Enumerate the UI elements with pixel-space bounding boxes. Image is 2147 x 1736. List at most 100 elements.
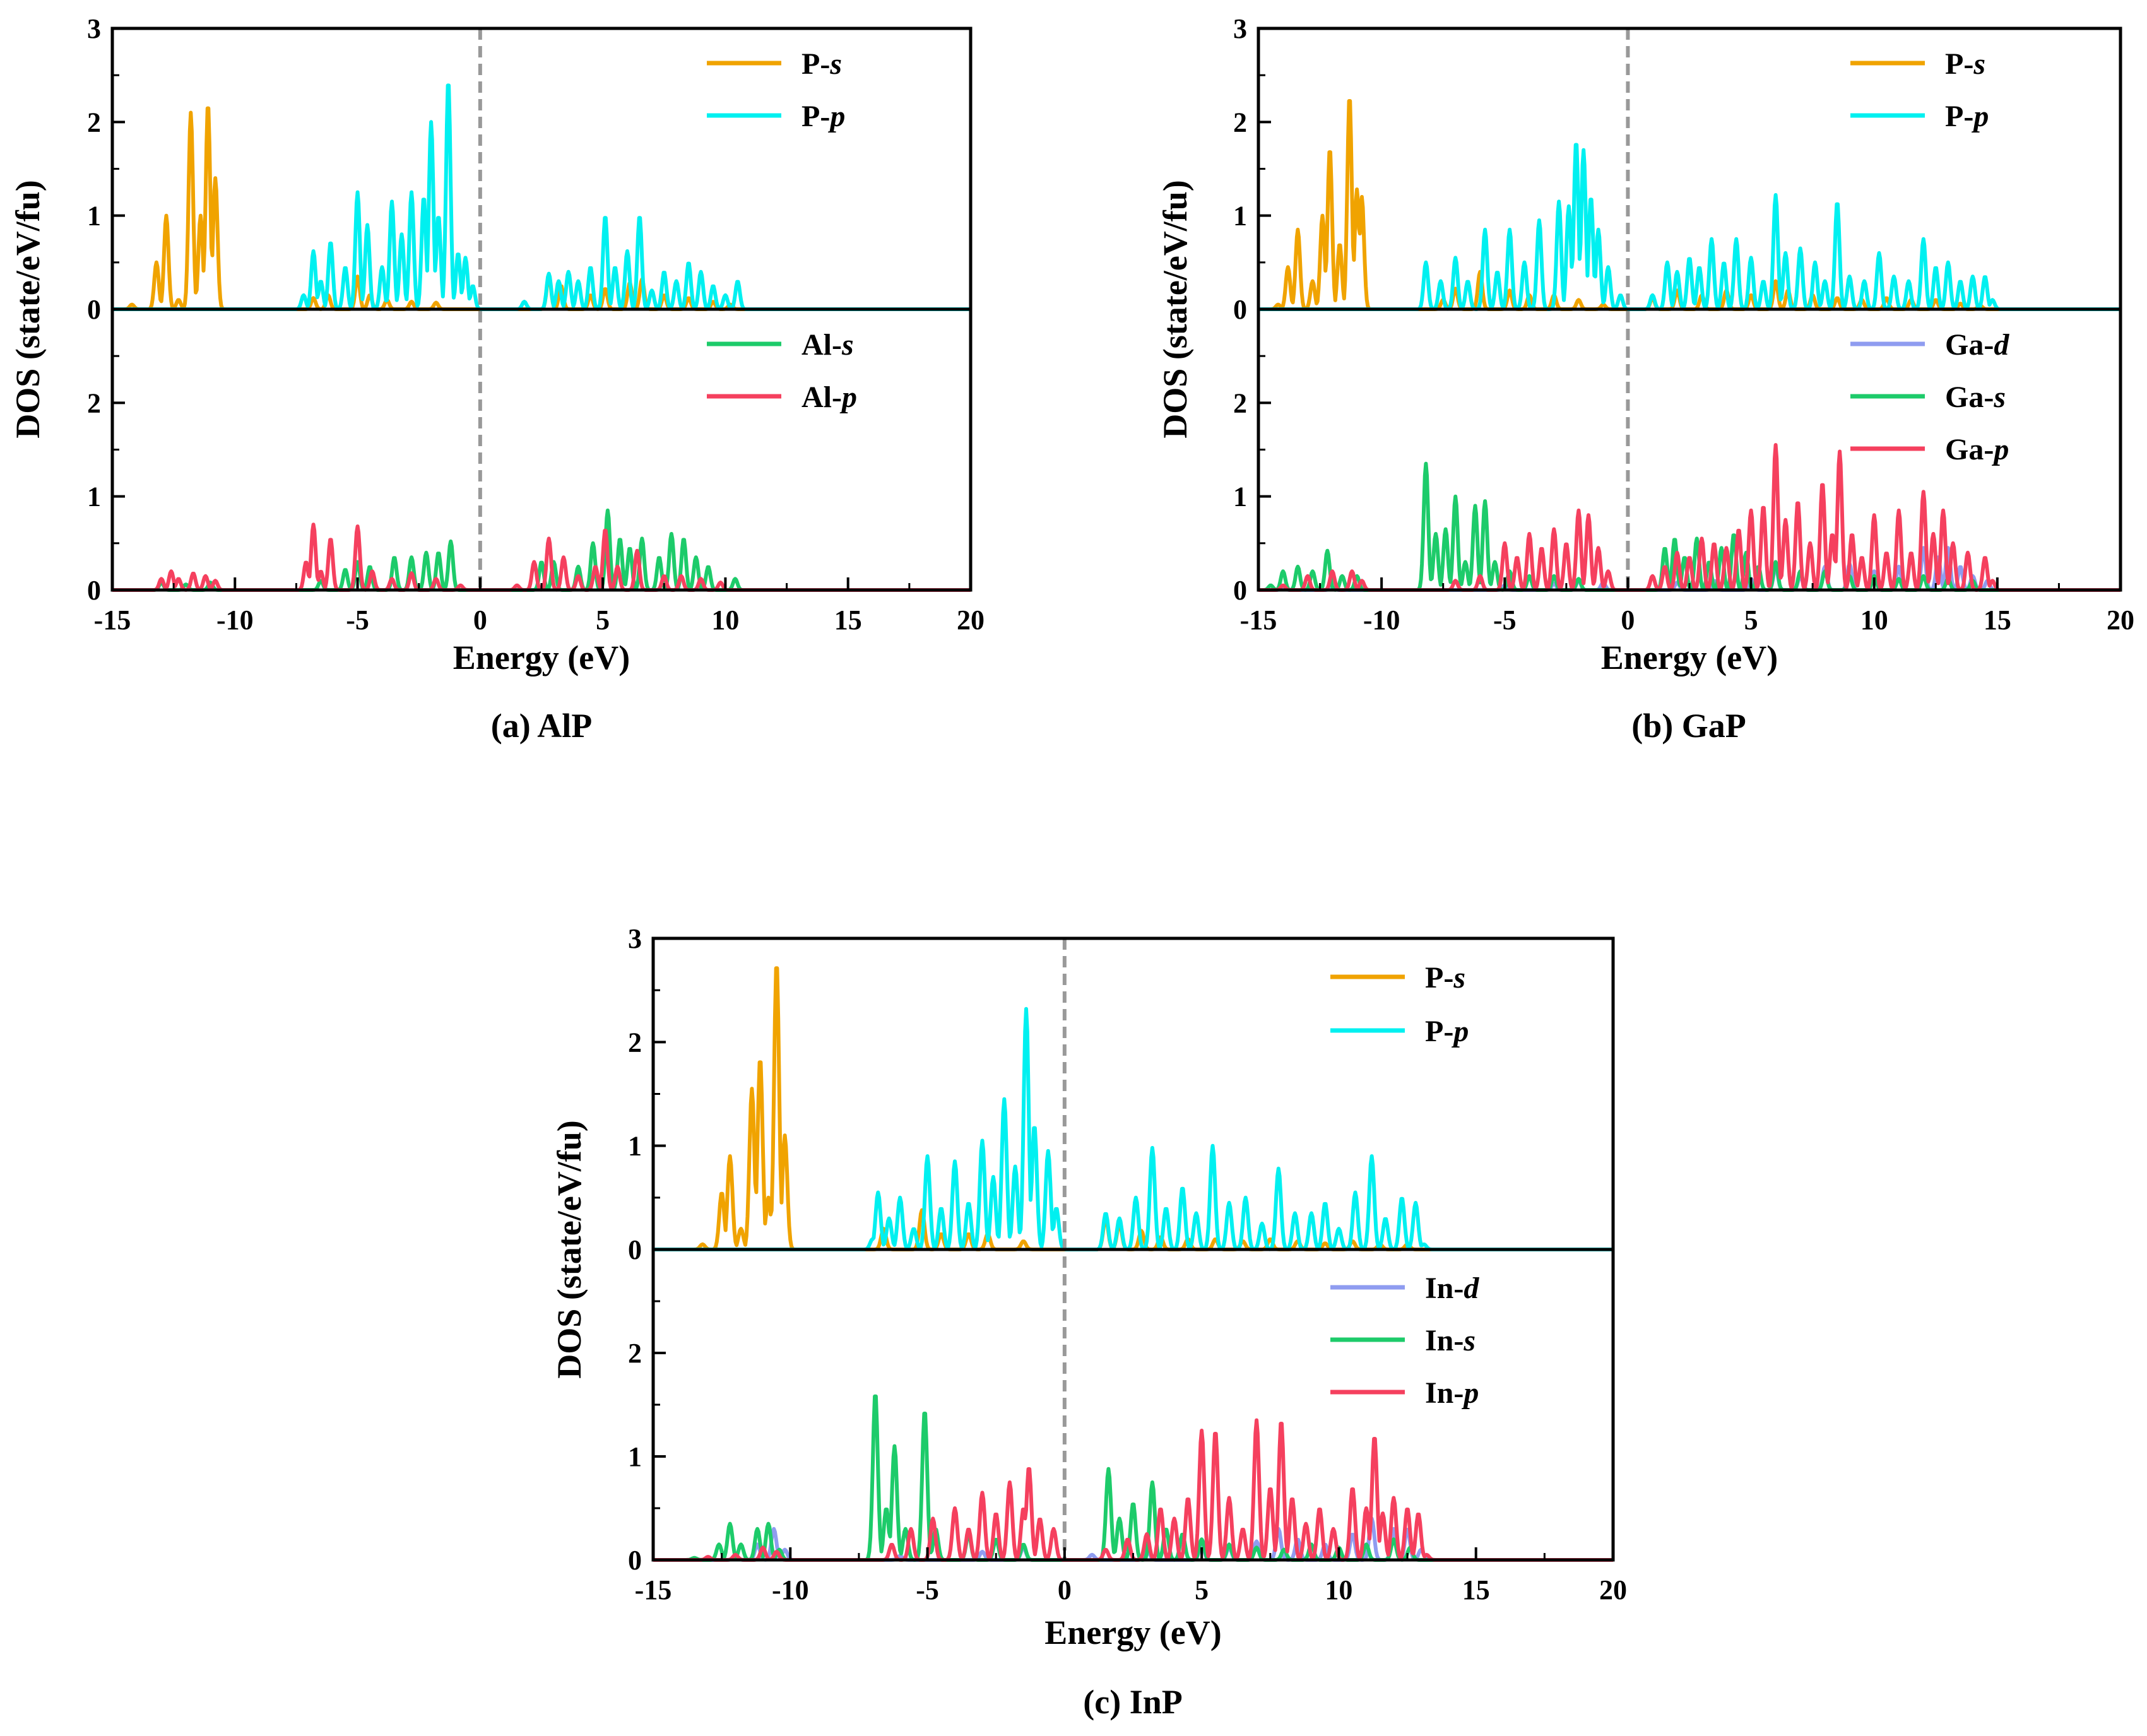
series-line-P-p (1257, 143, 2122, 311)
legend-element: Al- (801, 328, 842, 362)
series-line-In-p (652, 1418, 1614, 1562)
series-line-P-s (111, 106, 972, 311)
x-tick-label: 20 (2107, 605, 2134, 635)
legend-label-Al-p: Al-p (801, 381, 857, 414)
legend-label-Ga-s: Ga-s (1945, 381, 2006, 414)
legend-label-In-s: In-s (1425, 1324, 1476, 1357)
y-axis-title: DOS (state/eV/fu) (1156, 180, 1194, 438)
x-tick-label: -15 (635, 1574, 672, 1605)
series-line-Ga-s (1257, 461, 2122, 592)
y-tick-label: 0 (1233, 575, 1247, 606)
y-tick-label: 2 (628, 1338, 642, 1369)
legend-label-P-p: P-p (801, 100, 845, 133)
legend-orbital: d (1464, 1272, 1479, 1305)
x-tick-label: 5 (596, 605, 610, 635)
y-tick-label: 1 (87, 481, 101, 512)
series-line-P-p (652, 1007, 1614, 1251)
legend-orbital: s (1973, 47, 1985, 81)
legend-orbital: s (1463, 1324, 1476, 1357)
series-line-P-s (1257, 99, 2122, 311)
legend-element: P- (1425, 1015, 1453, 1048)
x-axis-title: Energy (eV) (1044, 1614, 1221, 1651)
x-tick-label: 10 (1325, 1574, 1352, 1605)
y-tick-label: 2 (1233, 387, 1247, 418)
y-tick-label: 1 (87, 201, 101, 232)
x-axis-title: Energy (eV) (1601, 639, 1778, 676)
series-line-Al-p (111, 523, 972, 592)
y-tick-label: 0 (628, 1545, 642, 1576)
y-tick-label: 1 (1233, 201, 1247, 232)
legend-orbital: s (1993, 381, 2006, 414)
legend-element: P- (1945, 47, 1973, 81)
y-tick-label: 0 (628, 1234, 642, 1265)
legend-label-Ga-p: Ga-p (1945, 433, 2009, 466)
x-tick-label: 0 (473, 605, 487, 635)
series-line-Ga-p (1257, 443, 2122, 592)
x-tick-label: 15 (1462, 1574, 1490, 1605)
chart-caption: (b) GaP (1631, 707, 1746, 745)
x-tick-label: -10 (216, 605, 254, 635)
y-axis-title: DOS (state/eV/fu) (9, 180, 47, 438)
y-tick-label: 0 (87, 575, 101, 606)
x-tick-label: -5 (346, 605, 369, 635)
series-line-Al-s (111, 508, 972, 592)
legend-element: P- (1425, 961, 1453, 995)
x-axis-title: Energy (eV) (453, 639, 630, 676)
x-tick-label: 5 (1744, 605, 1758, 635)
x-tick-label: 10 (711, 605, 739, 635)
legend-label-P-p: P-p (1945, 100, 1989, 133)
y-tick-label: 2 (628, 1027, 642, 1058)
legend-element: Ga- (1945, 328, 1994, 362)
legend-orbital: p (1451, 1015, 1469, 1048)
chart-caption: (a) AlP (491, 707, 592, 745)
x-tick-label: 10 (1860, 605, 1888, 635)
legend-orbital: p (1991, 433, 2009, 466)
legend-element: In- (1425, 1324, 1464, 1357)
legend-label-Ga-d: Ga-d (1945, 328, 2009, 362)
legend-element: Ga- (1945, 381, 1994, 414)
x-tick-label: 0 (1621, 605, 1635, 635)
y-tick-label: 2 (87, 107, 101, 138)
x-tick-label: -10 (1363, 605, 1400, 635)
x-tick-label: -15 (94, 605, 131, 635)
legend-element: In- (1425, 1376, 1464, 1410)
x-tick-label: 20 (957, 605, 985, 635)
legend-label-P-s: P-s (801, 47, 842, 81)
y-tick-label: 0 (1233, 294, 1247, 325)
y-tick-label: 1 (1233, 481, 1247, 512)
legend-orbital: d (1994, 328, 2009, 362)
x-tick-label: -5 (916, 1574, 939, 1605)
legend-label-P-s: P-s (1945, 47, 1985, 81)
legend-orbital: s (829, 47, 842, 81)
x-tick-label: 15 (1984, 605, 2011, 635)
y-tick-label: 3 (628, 923, 642, 954)
y-tick-label: 2 (87, 387, 101, 418)
legend-element: P- (801, 47, 830, 81)
x-tick-label: -15 (1240, 605, 1277, 635)
legend-element: Al- (801, 381, 842, 414)
legend-orbital: s (1453, 961, 1465, 995)
x-tick-label: 0 (1058, 1574, 1072, 1605)
legend-label-Al-s: Al-s (801, 328, 854, 362)
y-axis-title: DOS (state/eV/fu) (550, 1120, 588, 1378)
x-tick-label: -10 (772, 1574, 809, 1605)
legend-orbital: p (1461, 1376, 1479, 1410)
y-tick-label: 3 (1233, 13, 1247, 44)
legend-element: In- (1425, 1272, 1464, 1305)
legend-label-In-d: In-d (1425, 1272, 1479, 1305)
legend-label-In-p: In-p (1425, 1376, 1479, 1410)
legend-orbital: p (1971, 100, 1989, 133)
legend-element: P- (1945, 100, 1973, 133)
legend-orbital: p (827, 100, 845, 133)
legend-orbital: p (839, 381, 857, 414)
y-tick-label: 2 (1233, 107, 1247, 138)
legend-label-P-s: P-s (1425, 961, 1465, 995)
y-tick-label: 0 (87, 294, 101, 325)
x-tick-label: 20 (1599, 1574, 1627, 1605)
legend-element: P- (801, 100, 830, 133)
legend-element: Ga- (1945, 433, 1994, 466)
